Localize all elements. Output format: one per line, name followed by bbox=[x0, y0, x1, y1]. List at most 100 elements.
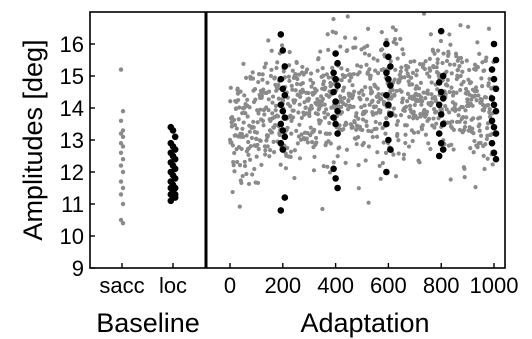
adaptation-trial-point bbox=[377, 163, 382, 169]
adaptation-trial-point bbox=[470, 103, 475, 108]
adaptation-trial-point bbox=[462, 124, 468, 130]
adaptation-trial-point bbox=[398, 69, 403, 74]
adaptation-trial-point bbox=[364, 119, 369, 124]
adaptation-trial-point bbox=[339, 78, 344, 83]
adaptation-trial-point bbox=[345, 48, 350, 53]
baseline-group-label: Baseline bbox=[96, 308, 200, 338]
adaptation-trial-point bbox=[406, 79, 411, 84]
adaptation-trial-point bbox=[377, 121, 383, 126]
adaptation-trial-point bbox=[478, 133, 484, 138]
adaptation-trial-point bbox=[275, 86, 280, 91]
adaptation-trial-point bbox=[245, 97, 250, 102]
adaptation-trial-point bbox=[391, 152, 396, 157]
adaptation-trial-point bbox=[267, 154, 272, 159]
adaptation-trial-point bbox=[251, 125, 256, 130]
adaptation-trial-point bbox=[374, 134, 380, 139]
x-tick-label: 600 bbox=[370, 273, 407, 298]
adaptation-trial-point bbox=[321, 73, 326, 78]
adaptation-trial-point bbox=[260, 118, 266, 123]
adaptation-trial-point bbox=[240, 126, 245, 131]
adaptation-trial-point bbox=[429, 80, 434, 85]
adaptation-trial-point bbox=[454, 90, 459, 95]
adaptation-trial-point bbox=[362, 51, 368, 56]
adaptation-trial-point bbox=[410, 70, 416, 75]
adaptation-test-point bbox=[383, 120, 390, 128]
adaptation-test-point bbox=[437, 88, 445, 96]
adaptation-trial-point bbox=[429, 100, 435, 106]
adaptation-trial-point bbox=[303, 105, 308, 110]
adaptation-trial-point bbox=[250, 172, 255, 177]
y-axis-label: Amplitudes [deg] bbox=[18, 39, 48, 240]
adaptation-test-point bbox=[488, 66, 496, 73]
baseline-point-sacc bbox=[120, 221, 126, 226]
adaptation-trial-point bbox=[435, 57, 440, 62]
adaptation-trial-point bbox=[235, 86, 240, 91]
adaptation-trial-point bbox=[400, 96, 406, 101]
x-axis: sacc loc 0 200 400 600 800 1000 bbox=[99, 263, 518, 298]
adaptation-trial-point bbox=[417, 160, 422, 165]
adaptation-test-point bbox=[385, 53, 392, 61]
adaptation-test-point bbox=[439, 95, 447, 102]
adaptation-trial-point bbox=[311, 80, 316, 86]
adaptation-trial-point bbox=[367, 67, 372, 72]
adaptation-trial-point bbox=[362, 103, 367, 108]
adaptation-trial-point bbox=[342, 95, 347, 101]
adaptation-trial-point bbox=[398, 36, 403, 42]
adaptation-trial-point bbox=[252, 166, 257, 172]
adaptation-trial-point bbox=[304, 136, 309, 141]
adaptation-trial-point bbox=[414, 68, 420, 73]
adaptation-trial-point bbox=[247, 129, 252, 134]
adaptation-trial-point bbox=[268, 73, 274, 79]
adaptation-trial-point bbox=[337, 145, 342, 150]
adaptation-trial-point bbox=[241, 61, 246, 66]
adaptation-trial-point bbox=[239, 180, 244, 185]
adaptation-trial-point bbox=[242, 93, 247, 98]
adaptation-trial-point bbox=[364, 97, 370, 102]
adaptation-trial-point bbox=[425, 88, 430, 93]
adaptation-trial-point bbox=[394, 41, 399, 46]
adaptation-trial-point bbox=[343, 35, 348, 40]
adaptation-trial-point bbox=[431, 107, 437, 112]
adaptation-trial-point bbox=[448, 177, 453, 182]
adaptation-trial-point bbox=[467, 67, 472, 73]
adaptation-trial-point bbox=[294, 128, 299, 133]
adaptation-trial-point bbox=[352, 120, 357, 125]
adaptation-trial-point bbox=[378, 176, 383, 181]
adaptation-trial-point bbox=[325, 32, 330, 37]
adaptation-trial-point bbox=[366, 144, 371, 149]
adaptation-trial-point bbox=[325, 164, 330, 169]
adaptation-trial-point bbox=[315, 68, 320, 73]
adaptation-trial-point bbox=[315, 112, 321, 117]
adaptation-trial-point bbox=[363, 109, 369, 114]
adaptation-trial-point bbox=[276, 83, 281, 88]
adaptation-trial-point bbox=[263, 61, 269, 66]
adaptation-trial-point bbox=[360, 127, 365, 133]
adaptation-trial-point bbox=[460, 105, 465, 110]
adaptation-trial-point bbox=[273, 108, 278, 113]
adaptation-trial-point bbox=[343, 73, 348, 79]
adaptation-trial-point bbox=[285, 145, 290, 151]
adaptation-trial-point bbox=[237, 204, 242, 209]
adaptation-test-point bbox=[439, 146, 447, 153]
y-tick-label: 11 bbox=[61, 192, 84, 217]
adaptation-trial-point bbox=[461, 79, 466, 84]
adaptation-trial-point bbox=[312, 154, 317, 160]
baseline-point-sacc bbox=[118, 150, 124, 155]
adaptation-trial-point bbox=[315, 102, 320, 107]
adaptation-trial-point bbox=[252, 87, 258, 92]
adaptation-trial-point bbox=[230, 189, 235, 195]
adaptation-trial-point bbox=[398, 113, 404, 118]
adaptation-trial-point bbox=[250, 76, 256, 81]
adaptation-trial-point bbox=[469, 97, 474, 102]
adaptation-trial-point bbox=[470, 126, 475, 131]
adaptation-trial-point bbox=[255, 120, 260, 125]
adaptation-trial-point bbox=[246, 152, 251, 157]
adaptation-trial-point bbox=[435, 87, 440, 92]
adaptation-trial-point bbox=[317, 106, 322, 111]
adaptation-trial-point bbox=[350, 125, 355, 130]
adaptation-trial-point bbox=[309, 84, 314, 89]
adaptation-test-point bbox=[334, 184, 341, 192]
adaptation-trial-point bbox=[263, 148, 268, 153]
adaptation-trial-point bbox=[453, 102, 458, 107]
